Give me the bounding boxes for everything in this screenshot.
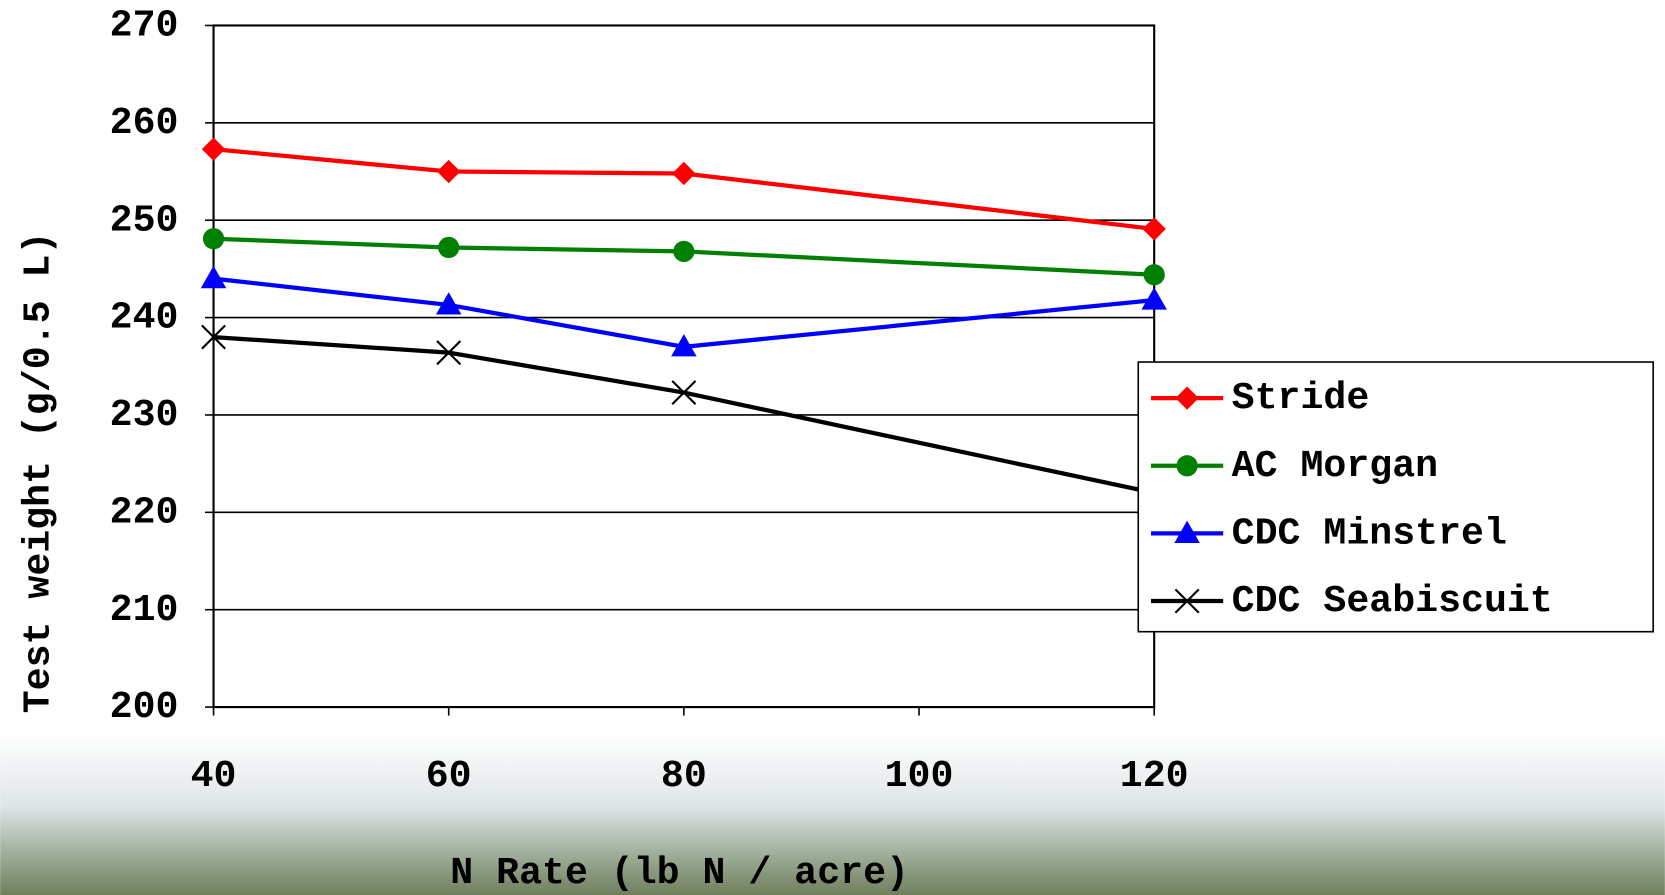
x-tick-label: 60 <box>426 755 472 798</box>
legend-label: CDC Seabiscuit <box>1232 580 1553 623</box>
y-tick-label: 210 <box>110 589 179 632</box>
y-tick-label: 230 <box>110 394 179 437</box>
legend-label: CDC Minstrel <box>1232 512 1507 555</box>
legend-label: AC Morgan <box>1232 445 1438 488</box>
y-tick-label: 220 <box>110 491 179 534</box>
x-tick-label: 120 <box>1120 755 1189 798</box>
data-point <box>1141 287 1166 309</box>
data-point <box>1144 264 1165 285</box>
legend-marker <box>1176 455 1197 476</box>
data-point <box>201 266 226 288</box>
x-tick-label: 40 <box>191 755 237 798</box>
y-axis-title: Test weight (g/0.5 L) <box>17 232 60 714</box>
y-tick-label: 260 <box>110 102 179 145</box>
series-line <box>214 149 1155 229</box>
y-tick-label: 200 <box>110 686 179 729</box>
legend-label: Stride <box>1232 377 1370 420</box>
data-point <box>673 241 694 262</box>
x-axis-title: N Rate (lb N / acre) <box>450 852 909 895</box>
data-point <box>672 162 695 185</box>
data-point <box>437 160 460 183</box>
data-point <box>202 137 225 160</box>
page: {"chart_data": {"type": "line", "x_label… <box>0 0 1665 895</box>
chart: N Rate (lb N / acre) Test weight (g/0.5 … <box>0 0 1665 895</box>
data-point <box>438 237 459 258</box>
y-tick-label: 270 <box>110 5 179 48</box>
y-tick-label: 250 <box>110 199 179 242</box>
x-tick-label: 100 <box>885 755 954 798</box>
plot-frame <box>214 25 1155 707</box>
x-tick-label: 80 <box>661 755 707 798</box>
data-point <box>203 228 224 249</box>
y-tick-label: 240 <box>110 297 179 340</box>
